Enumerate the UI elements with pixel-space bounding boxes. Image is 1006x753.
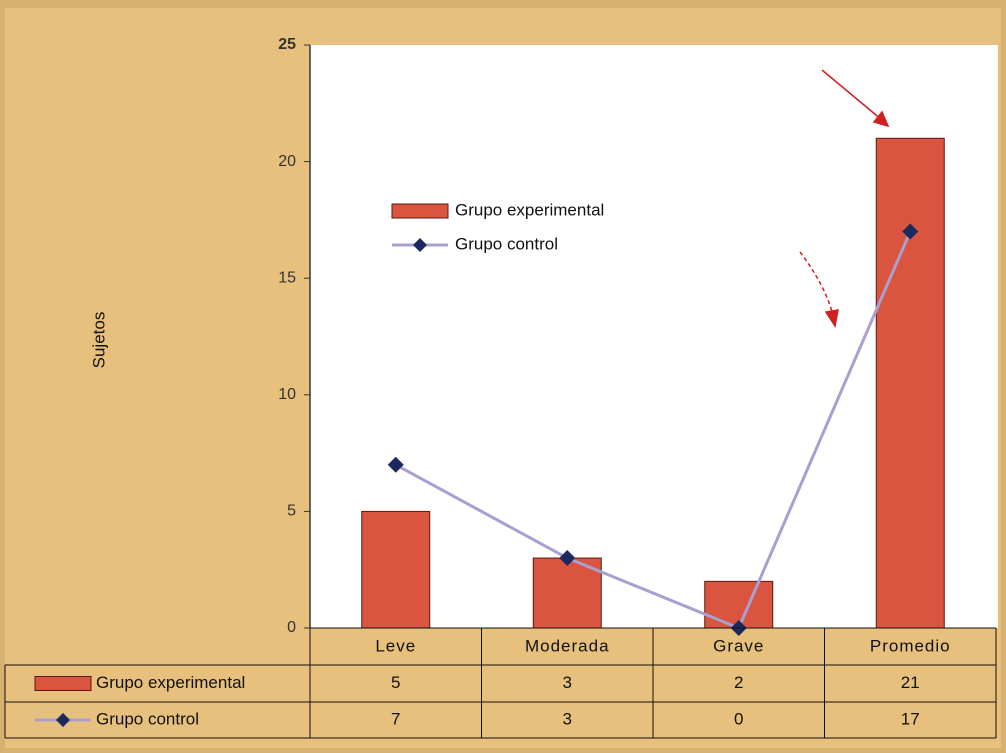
- table-cell: 2: [734, 673, 743, 692]
- legend-label: Grupo control: [455, 234, 558, 253]
- x-tick-label: Leve: [375, 636, 416, 655]
- legend-marker: [56, 713, 70, 727]
- legend-label: Grupo experimental: [455, 200, 604, 219]
- y-axis-label: Sujetos: [89, 312, 108, 369]
- y-tick-label: 5: [287, 503, 296, 520]
- y-tick-label: 25: [278, 36, 296, 53]
- table-cell: 7: [391, 709, 400, 728]
- annotation-arrows: [799, 69, 890, 328]
- bar: [875, 137, 945, 629]
- legend-swatch: [391, 203, 449, 219]
- table-cell: 17: [901, 709, 920, 728]
- legend-marker: [413, 238, 427, 252]
- x-tick-label: Moderada: [525, 636, 610, 655]
- y-tick-label: 0: [287, 619, 296, 636]
- x-tick-label: Grave: [713, 636, 764, 655]
- marker: [387, 456, 404, 473]
- marker: [559, 550, 576, 567]
- table-cell: 5: [391, 673, 400, 692]
- x-tick-label: Promedio: [870, 636, 951, 655]
- legend-swatch: [34, 676, 92, 691]
- arrow-head: [872, 110, 890, 128]
- line: [395, 230, 912, 630]
- table-cell: 21: [901, 673, 920, 692]
- marker: [902, 223, 919, 240]
- table-row-label: Grupo experimental: [96, 673, 245, 692]
- bar: [532, 557, 602, 629]
- y-tick-label: 10: [278, 386, 296, 403]
- arrow: [799, 251, 834, 316]
- table-row-label: Grupo control: [96, 709, 199, 728]
- y-tick-label: 20: [278, 153, 296, 170]
- y-tick-label: 15: [278, 269, 296, 286]
- table-cell: 3: [563, 709, 572, 728]
- arrow-head: [824, 309, 839, 328]
- table-cell: 3: [563, 673, 572, 692]
- arrow: [821, 69, 883, 121]
- bar: [361, 510, 431, 629]
- table-cell: 0: [734, 709, 743, 728]
